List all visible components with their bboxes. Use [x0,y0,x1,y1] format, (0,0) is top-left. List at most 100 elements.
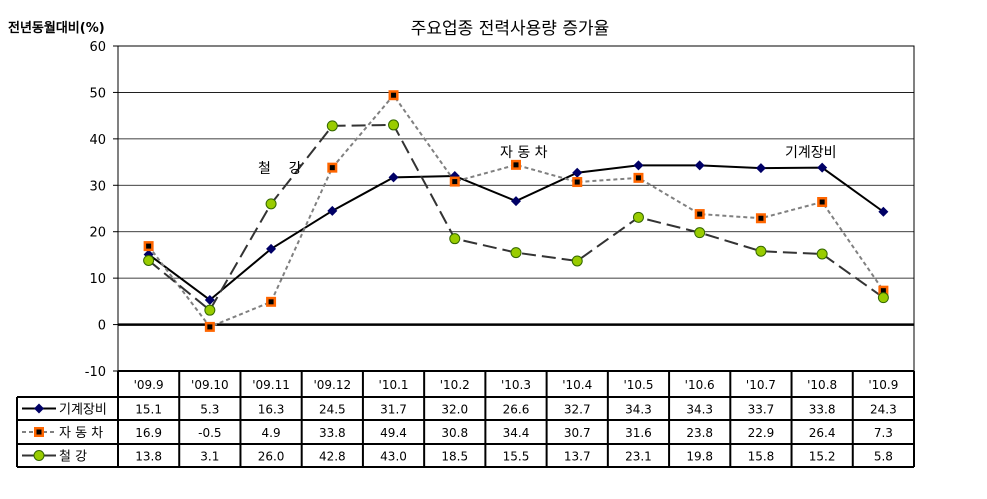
table-cell: 5.3 [200,403,219,417]
data-point-center [513,162,519,168]
x-tick-label: '10.1 [379,378,409,392]
data-point-center [329,165,335,171]
data-point [816,248,828,260]
x-tick-label: '10.7 [746,378,776,392]
data-point [755,245,767,257]
legend-label: 자 동 차 [59,426,103,441]
table-cell: 15.2 [809,450,836,464]
data-point [327,205,338,216]
legend-label: 철 강 [59,450,87,465]
table-cell: 31.6 [625,426,652,440]
x-tick-label: '10.4 [562,378,592,392]
data-point [266,243,277,254]
table-cell: -0.5 [198,426,221,440]
data-point-center [635,175,641,181]
table-cell: 49.4 [380,426,407,440]
table-cell: 32.0 [441,403,468,417]
legend-label: 기계장비 [59,403,107,418]
data-point-center [880,288,886,294]
table-cell: 23.1 [625,450,652,464]
table-cell: 15.5 [503,450,530,464]
table-cell: 32.7 [564,403,591,417]
table-cell: 24.5 [319,403,346,417]
plot-area [117,45,915,372]
y-axis-label: 전년동월대비(%) [8,20,105,36]
table-cell: 33.8 [809,403,836,417]
data-point [143,249,154,260]
table-cell: 18.5 [441,450,468,464]
table-cell: 26.0 [258,450,285,464]
table-cell: 7.3 [874,426,893,440]
x-tick-label: '10.2 [440,378,470,392]
table-cell: 3.1 [200,450,219,464]
data-point-center [697,211,703,217]
data-point [388,119,400,131]
data-point [265,198,277,210]
x-tick-label: '10.6 [685,378,715,392]
table-cell: 22.9 [748,426,775,440]
table-cell: 24.3 [870,403,897,417]
table-cell: 33.8 [319,426,346,440]
x-tick-label: '09.11 [252,378,290,392]
table-cell: 33.7 [748,403,775,417]
data-point [694,160,705,171]
table-cell: 42.8 [319,450,346,464]
x-tick-label: '10.3 [501,378,531,392]
table-cell: 23.8 [686,426,713,440]
table-cell: 34.3 [686,403,713,417]
table-cell: 16.9 [135,426,162,440]
data-point [694,227,706,239]
data-point [326,120,338,132]
table-cell: 4.9 [262,426,281,440]
legend-marker [34,403,44,414]
data-point-center [452,179,458,185]
x-tick-label: '09.10 [191,378,229,392]
table-cell: 26.6 [503,403,530,417]
data-point [817,162,828,173]
x-tick-label: '09.12 [313,378,351,392]
y-tick-label: 10 [89,272,106,287]
annotation-steel: 철 강 [258,161,302,177]
legend-marker [33,450,45,461]
data-point [510,247,522,259]
x-tick-label: '09.9 [134,378,164,392]
table-cell: 30.8 [441,426,468,440]
table-cell: 34.3 [625,403,652,417]
legend-marker-center [36,429,42,435]
y-tick-label: 0 [98,319,106,334]
annotation-machinery: 기계장비 [785,145,837,161]
table-cell: 13.7 [564,450,591,464]
data-point [755,163,766,174]
data-point [143,255,155,266]
data-point [204,294,215,305]
data-point-center [268,299,274,305]
y-tick-label: -10 [85,365,106,380]
data-point [511,196,521,207]
data-point [877,292,889,304]
table-cell: 19.8 [686,450,713,464]
data-point [572,167,583,178]
table-cell: 30.7 [564,426,591,440]
y-tick-label: 30 [89,179,106,194]
data-point-center [819,199,825,205]
data-point [204,304,216,316]
data-point [449,233,461,245]
data-point [878,206,889,217]
data-point-center [391,92,397,98]
data-point [632,211,644,223]
table-cell: 43.0 [380,450,407,464]
annotation-auto: 자 동 차 [500,145,548,161]
x-tick-label: '10.9 [868,378,898,392]
data-point [633,160,644,171]
table-cell: 34.4 [503,426,530,440]
data-point [388,172,399,183]
data-point-center [574,179,580,185]
x-tick-label: '10.5 [623,378,653,392]
x-tick-label: '10.8 [807,378,837,392]
table-cell: 5.8 [874,450,893,464]
table-cell: 16.3 [258,403,285,417]
y-tick-label: 50 [89,86,106,101]
table-cell: 15.8 [748,450,775,464]
y-tick-label: 20 [89,226,106,241]
